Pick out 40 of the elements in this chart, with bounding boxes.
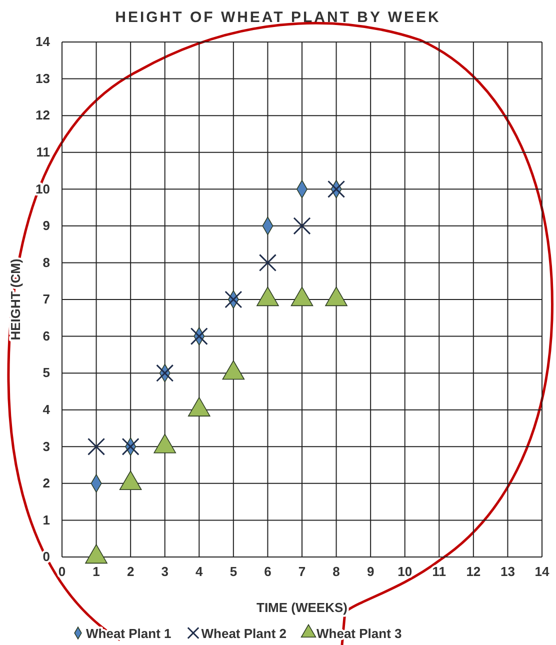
x-tick-label: 9 bbox=[366, 564, 374, 580]
x-tick-label: 5 bbox=[230, 564, 238, 580]
y-tick-label: 4 bbox=[42, 402, 51, 418]
point bbox=[258, 254, 276, 272]
point bbox=[88, 438, 106, 456]
y-tick-label: 12 bbox=[36, 108, 50, 123]
x-tick-label: 0 bbox=[58, 564, 66, 580]
x-tick-label: 13 bbox=[500, 564, 515, 580]
y-tick-label: 8 bbox=[42, 254, 50, 270]
x-tick-label: 11 bbox=[432, 564, 446, 580]
x-tick-label: 8 bbox=[332, 564, 340, 580]
y-tick-label: 2 bbox=[42, 476, 50, 491]
y-tick-label: 1 bbox=[42, 512, 50, 528]
point bbox=[190, 328, 208, 346]
chart-title: HEIGHT OF WHEAT PLANT BY WEEK bbox=[115, 9, 441, 26]
legend-label: Wheat Plant 2 bbox=[201, 626, 286, 641]
x-axis-title: TIME (WEEKS) bbox=[256, 600, 348, 615]
y-tick-label: 9 bbox=[42, 218, 50, 234]
x-tick-label: 3 bbox=[161, 564, 168, 580]
point bbox=[328, 180, 346, 198]
point bbox=[156, 364, 174, 382]
y-tick-label: 13 bbox=[36, 70, 50, 86]
point bbox=[293, 217, 311, 235]
y-tick-label: 14 bbox=[36, 34, 51, 50]
x-tick-label: 6 bbox=[264, 564, 272, 580]
x-tick-label: 14 bbox=[534, 564, 550, 580]
y-tick-label: 5 bbox=[42, 365, 50, 380]
y-tick-label: 6 bbox=[42, 328, 50, 344]
y-axis-title: HEIGHT (CM) bbox=[8, 258, 23, 340]
x-tick-label: 12 bbox=[466, 564, 481, 580]
point bbox=[122, 438, 140, 456]
point bbox=[224, 290, 242, 308]
x-tick-label: 1 bbox=[92, 564, 100, 580]
y-tick-label: 11 bbox=[36, 144, 50, 160]
x-tick-label: 7 bbox=[298, 564, 306, 580]
x-tick-label: 4 bbox=[196, 564, 204, 580]
x-tick-label: 10 bbox=[398, 564, 412, 580]
y-tick-label: 7 bbox=[42, 292, 50, 307]
x-tick-label: 2 bbox=[126, 564, 134, 580]
y-tick-label: 3 bbox=[42, 438, 50, 454]
